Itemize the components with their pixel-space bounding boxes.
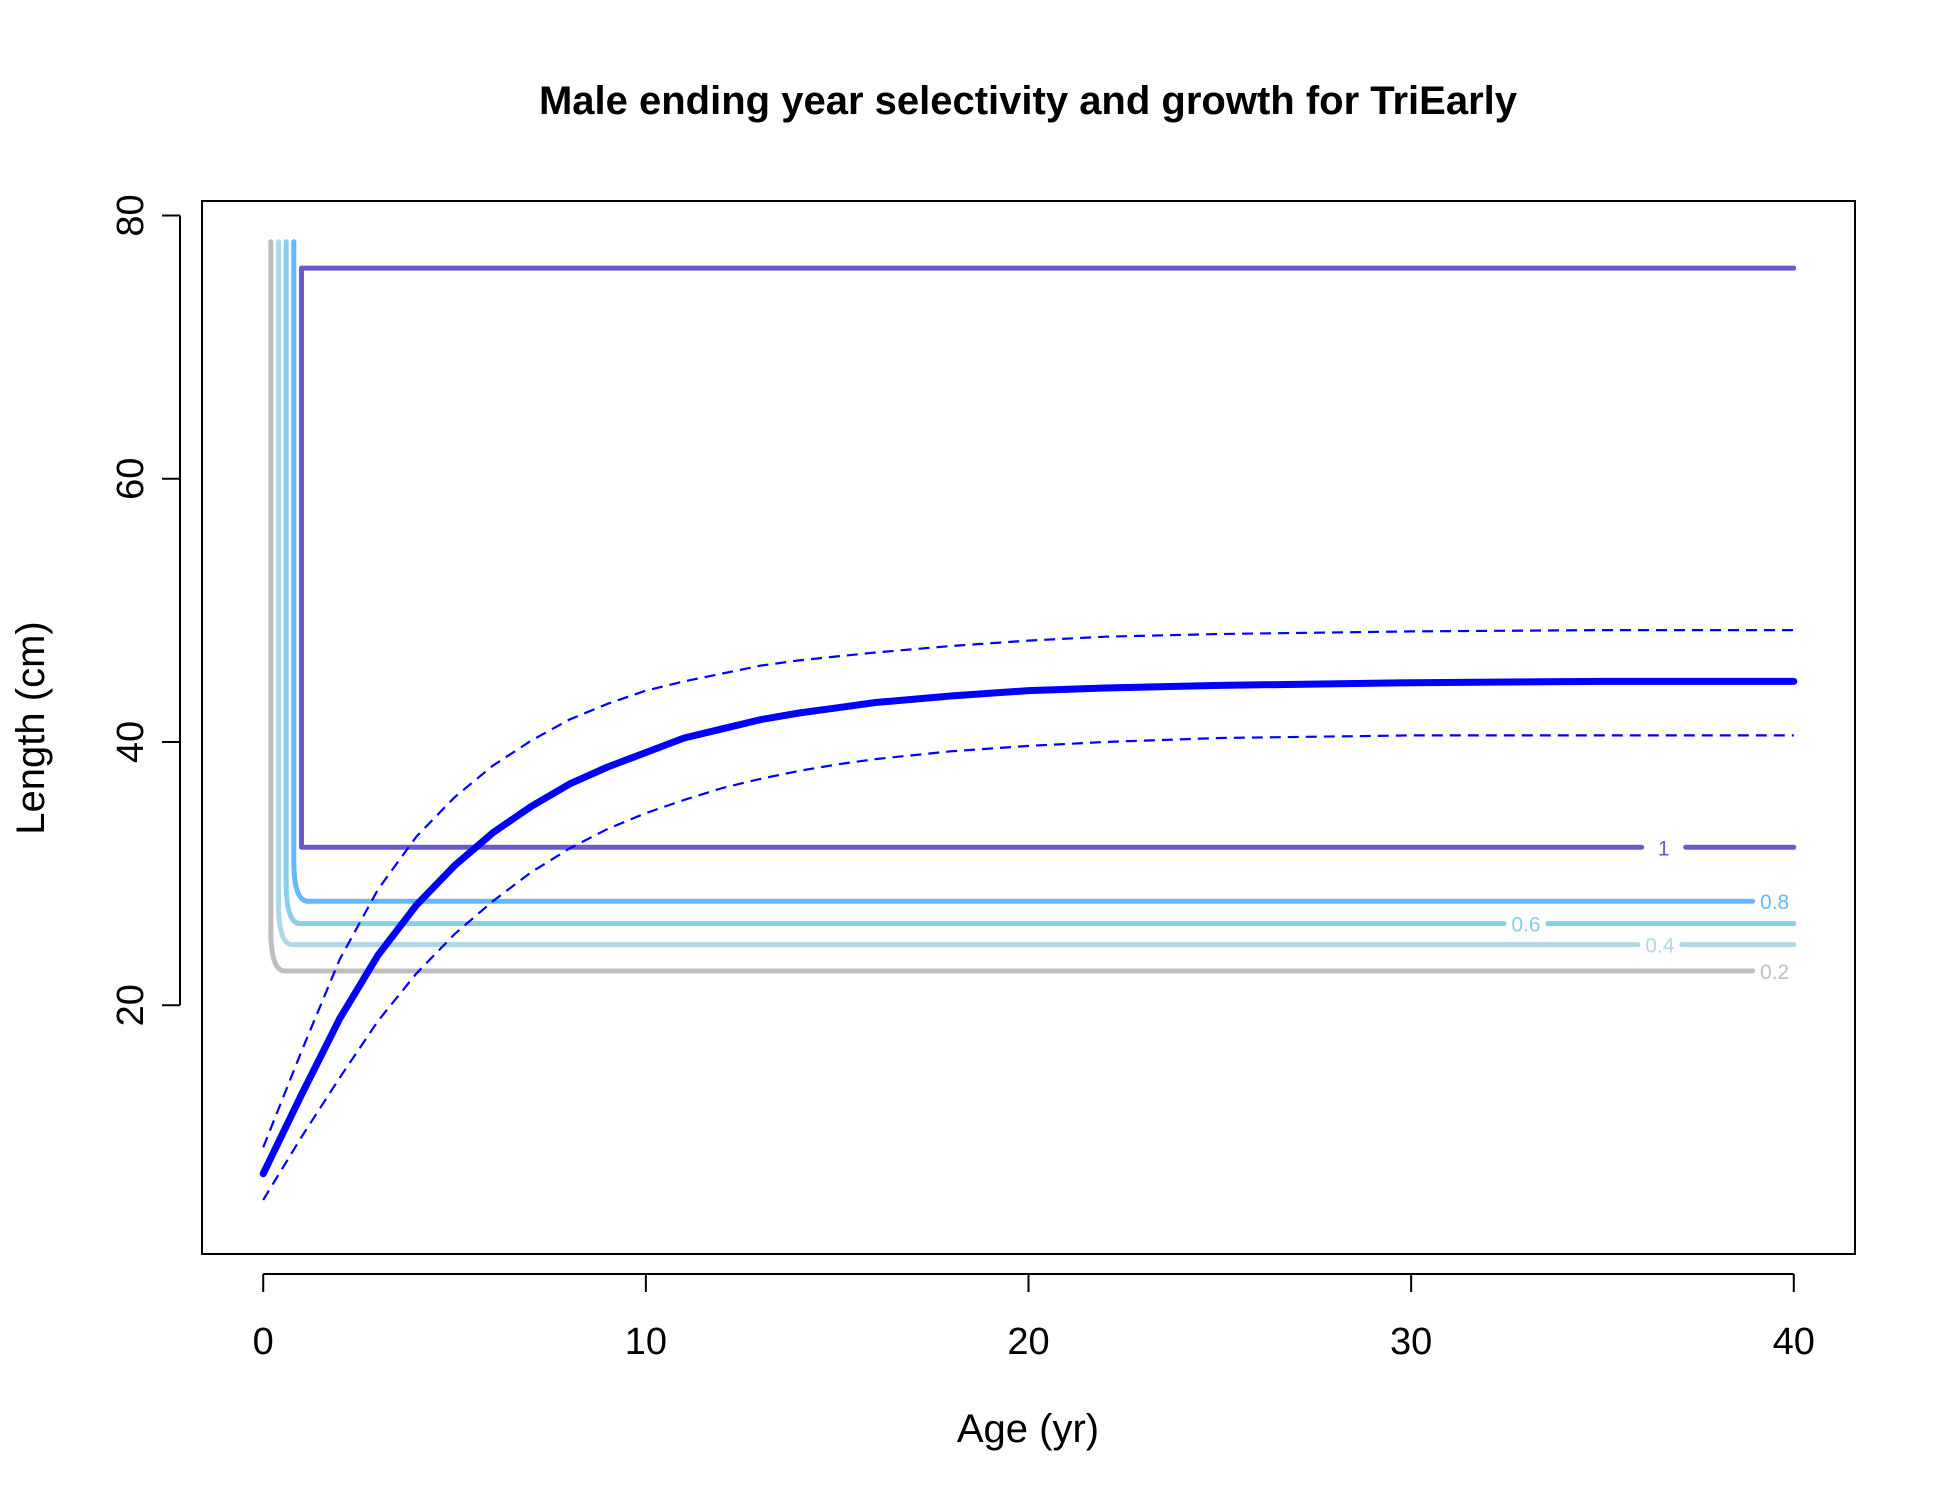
contour-line (298, 265, 1797, 850)
contour-line (268, 239, 1756, 974)
y-tick-label: 40 (110, 721, 152, 763)
x-tick-label: 20 (1007, 1321, 1049, 1363)
contour-line (276, 239, 1641, 948)
y-axis-label: Length (cm) (9, 621, 53, 834)
growth-curves (259, 628, 1798, 1201)
contour-label: 0.8 (1760, 891, 1789, 914)
x-tick-label: 10 (625, 1321, 667, 1363)
contour-0-4: 0.4 (276, 239, 1797, 958)
contour-label: 0.6 (1511, 914, 1540, 937)
y-tick-label: 20 (110, 984, 152, 1026)
x-axis: 0 10 20 30 40 (253, 1273, 1815, 1363)
contour-0-2: 0.2 (268, 239, 1789, 984)
y-tick-label: 60 (110, 458, 152, 500)
x-tick-label: 30 (1390, 1321, 1432, 1363)
growth-upper-interval (262, 628, 1794, 1148)
contour-label: 0.4 (1645, 935, 1675, 958)
chart-title: Male ending year selectivity and growth … (539, 79, 1518, 123)
x-axis-label: Age (yr) (957, 1407, 1099, 1451)
contour-label: 0.2 (1760, 961, 1789, 984)
growth-lower-interval (262, 734, 1794, 1201)
x-tick-label: 0 (253, 1321, 274, 1363)
y-axis: 20 40 60 80 (110, 194, 181, 1026)
y-tick-label: 80 (110, 194, 152, 236)
contour-0-6: 0.6 (283, 239, 1797, 937)
growth-mean-line (259, 677, 1798, 1178)
contour-line (291, 239, 1756, 904)
plot-frame (201, 200, 1856, 1255)
contour-label: 1 (1658, 837, 1670, 860)
selectivity-contours: 0.2 0.4 0.6 0.8 1 (268, 239, 1797, 984)
contour-1: 1 (298, 265, 1797, 860)
contour-line (283, 239, 1507, 927)
contour-0-8: 0.8 (291, 239, 1789, 914)
x-tick-label: 40 (1773, 1321, 1815, 1363)
